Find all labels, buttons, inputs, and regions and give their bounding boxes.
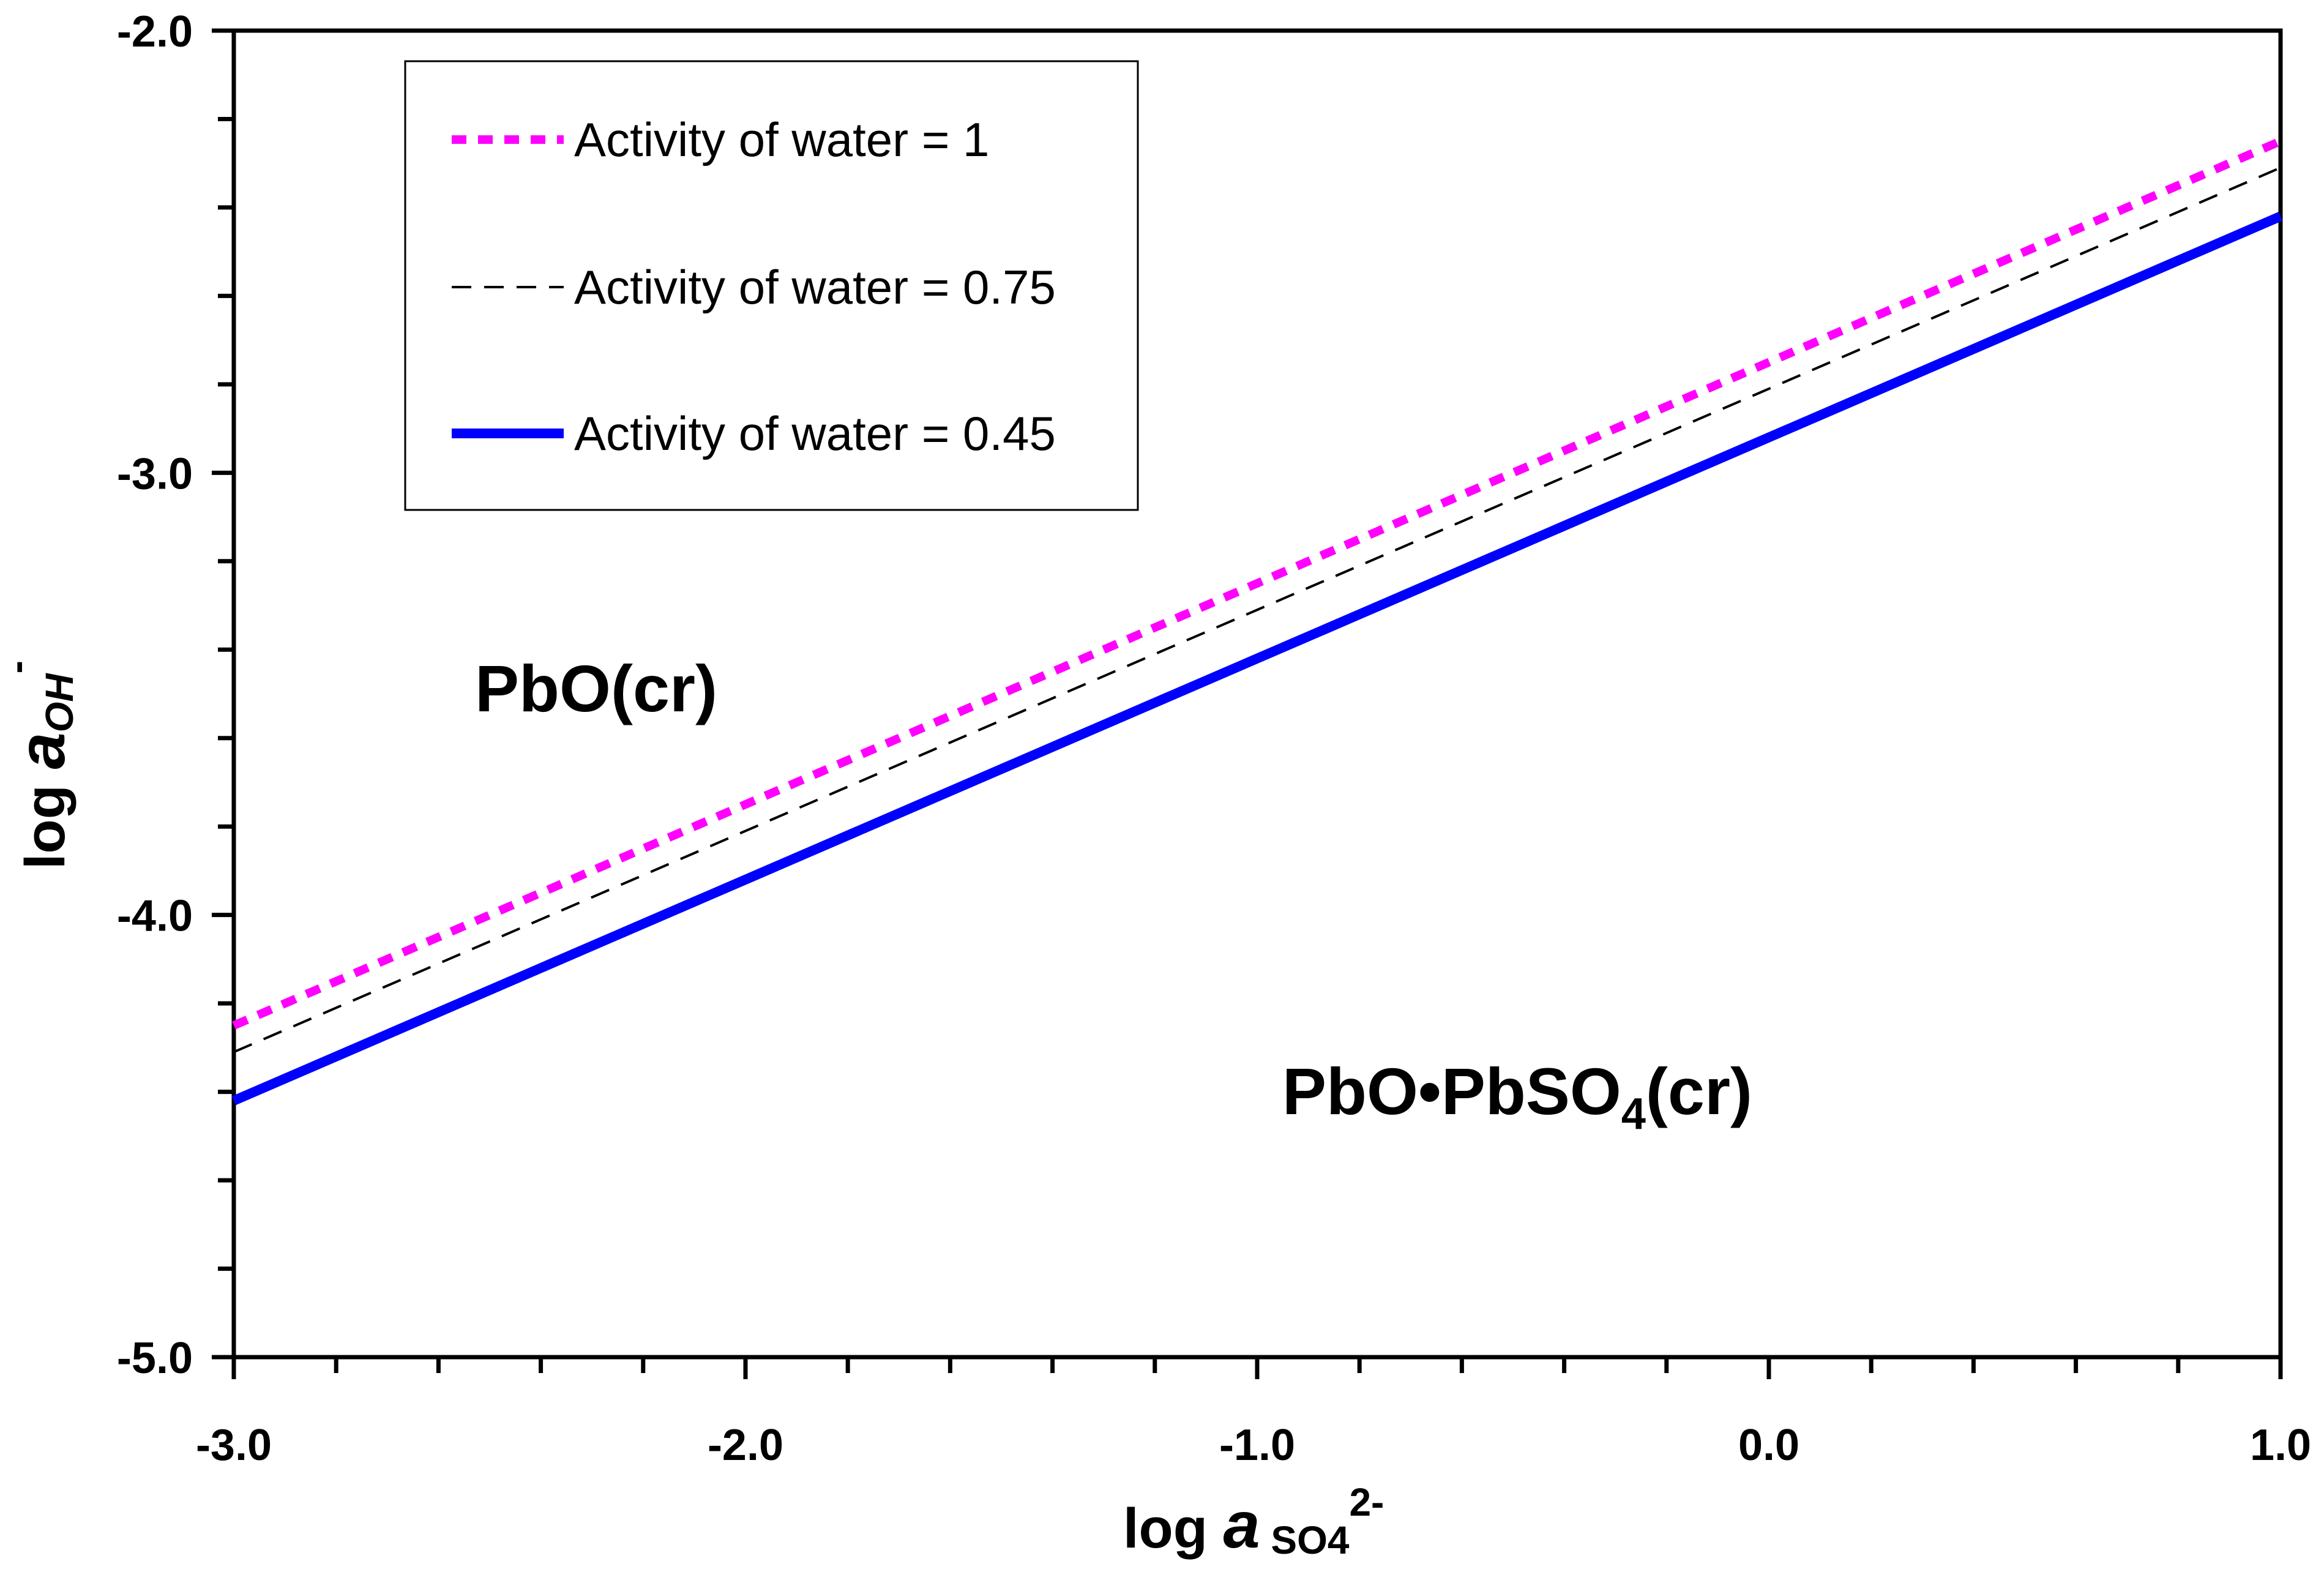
region-label-pbo: PbO(cr) xyxy=(475,651,717,725)
x-tick-label: 0.0 xyxy=(1738,1421,1799,1470)
y-tick-label: -3.0 xyxy=(117,449,193,498)
series-line-activity-of-water-0-75 xyxy=(233,167,2281,1054)
tick-labels: -3.0 -2.0 -1.0 0.0 1.0 -5.0 -4.0 -3.0 -2.0 xyxy=(117,7,2311,1470)
series-line-activity-of-water-1 xyxy=(232,137,2282,1030)
y-axis-title: log aOH- xyxy=(0,661,81,869)
x-axis-title: log a SO42- xyxy=(1123,1480,1384,1562)
region-label-pbo-pbso4: PbO•PbSO4(cr) xyxy=(1282,1054,1752,1139)
legend-label-water-0-75: Activity of water = 0.75 xyxy=(574,260,1056,314)
axis-ticks xyxy=(212,28,2283,1379)
x-tick-label: -3.0 xyxy=(196,1421,272,1470)
y-tick-label: -4.0 xyxy=(117,892,193,941)
x-tick-label: -1.0 xyxy=(1219,1421,1295,1470)
y-tick-label: -2.0 xyxy=(117,7,193,56)
legend-label-water-1: Activity of water = 1 xyxy=(574,113,989,167)
x-tick-label: 1.0 xyxy=(2250,1421,2311,1470)
x-tick-label: -2.0 xyxy=(708,1421,783,1470)
series-line-activity-of-water-0-45 xyxy=(231,212,2283,1106)
y-tick-label: -5.0 xyxy=(117,1334,193,1383)
legend-label-water-0-45: Activity of water = 0.45 xyxy=(574,406,1056,460)
legend: Activity of water = 1 Activity of water … xyxy=(404,60,1139,511)
plot-series xyxy=(231,137,2283,1106)
